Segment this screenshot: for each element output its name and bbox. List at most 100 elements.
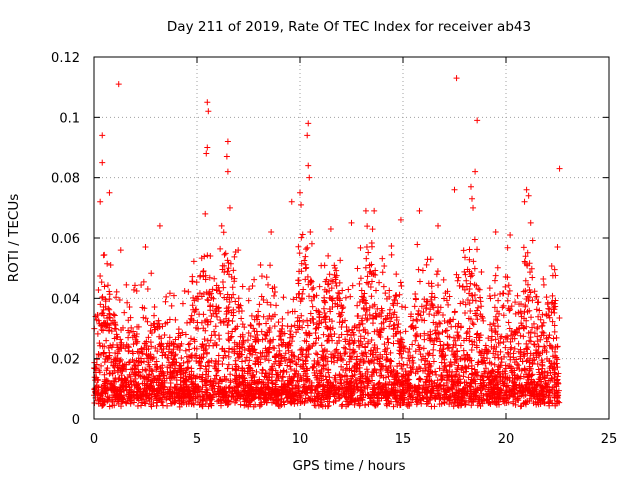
data-point [476,337,483,344]
data-point [280,374,287,381]
y-tick-label: 0.06 [51,232,80,247]
data-point [409,354,416,361]
data-point [532,293,539,300]
data-point [435,282,442,289]
data-point [415,376,422,383]
data-point [420,309,427,316]
data-point [439,312,446,319]
data-point [339,318,346,325]
data-point [114,342,121,349]
data-point [156,222,163,229]
data-point [514,292,521,299]
data-point [308,278,315,285]
data-point [226,204,233,211]
data-point [238,315,245,322]
data-point [104,260,111,267]
data-point [456,282,463,289]
data-point [331,262,338,269]
data-point [428,280,435,287]
data-point [189,397,196,404]
data-point [428,290,435,297]
data-point [390,381,397,388]
data-point [424,400,431,407]
data-point [134,402,141,409]
data-point [131,282,138,289]
data-point [503,395,510,402]
data-point [224,138,231,145]
data-point [295,243,302,250]
data-point [222,250,229,257]
data-point [219,279,226,286]
data-point [345,341,352,348]
data-point [257,359,264,366]
data-point [232,366,239,373]
data-point [451,186,458,193]
data-point [290,296,297,303]
data-point [116,296,123,303]
data-point [304,132,311,139]
data-point [308,240,315,247]
data-point [178,371,185,378]
data-point [462,309,469,316]
data-point [384,335,391,342]
data-point [217,319,224,326]
data-point [336,371,343,378]
data-point [214,313,221,320]
data-point [486,285,493,292]
data-point [321,262,328,269]
data-point [539,370,546,377]
data-point [491,304,498,311]
data-point [467,273,474,280]
data-point [413,333,420,340]
data-point [295,356,302,363]
data-point [270,292,277,299]
data-point [219,360,226,367]
data-point [367,350,374,357]
data-point [314,351,321,358]
data-point [425,351,432,358]
data-point [539,322,546,329]
data-point [363,300,370,307]
data-point [326,271,333,278]
data-point [412,295,419,302]
data-point [548,299,555,306]
data-point [446,363,453,370]
data-point [500,302,507,309]
data-point [416,375,423,382]
data-point [327,225,334,232]
data-point [470,321,477,328]
data-point [338,402,345,409]
data-point [239,321,246,328]
data-point [416,346,423,353]
data-point [337,257,344,264]
data-point [162,298,169,305]
data-point [101,283,108,290]
data-point [469,320,476,327]
data-point [130,341,137,348]
data-point [168,302,175,309]
data-point [495,297,502,304]
data-point [454,277,461,284]
data-point [392,292,399,299]
data-point [318,401,325,408]
data-point [263,332,270,339]
data-point [335,289,342,296]
data-point [502,334,509,341]
data-point [480,317,487,324]
data-point [253,368,260,375]
data-point [466,325,473,332]
data-point [264,349,271,356]
data-point [386,306,393,313]
data-point [457,342,464,349]
data-point [450,403,457,410]
data-point [258,273,265,280]
data-point [469,398,476,405]
data-point [472,168,479,175]
data-point [229,318,236,325]
data-point [172,336,179,343]
data-point [203,150,210,157]
data-point [170,368,177,375]
data-point [332,280,339,287]
x-tick-label: 10 [292,432,309,447]
data-point [508,303,515,310]
